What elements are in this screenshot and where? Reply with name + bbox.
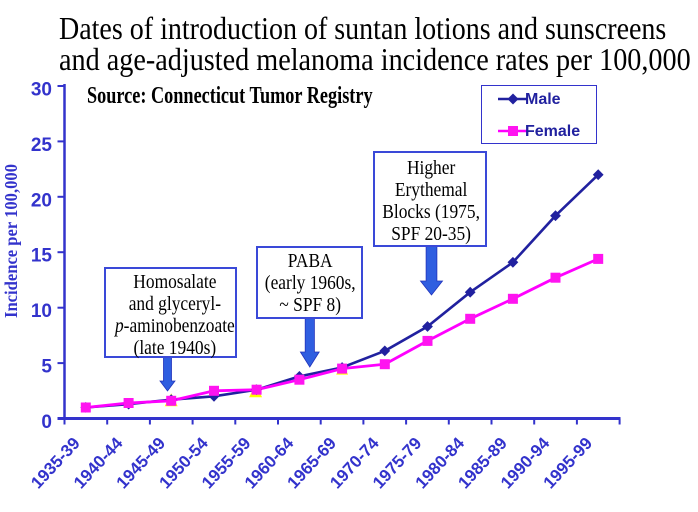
svg-text:25: 25: [31, 135, 53, 156]
svg-text:15: 15: [31, 246, 53, 267]
svg-text:0: 0: [41, 412, 52, 433]
svg-text:20: 20: [31, 190, 52, 211]
svg-text:Incidence per 100,000: Incidence per 100,000: [1, 164, 21, 318]
svg-text:5: 5: [41, 357, 52, 378]
svg-text:10: 10: [31, 301, 52, 322]
svg-text:30: 30: [31, 80, 52, 101]
